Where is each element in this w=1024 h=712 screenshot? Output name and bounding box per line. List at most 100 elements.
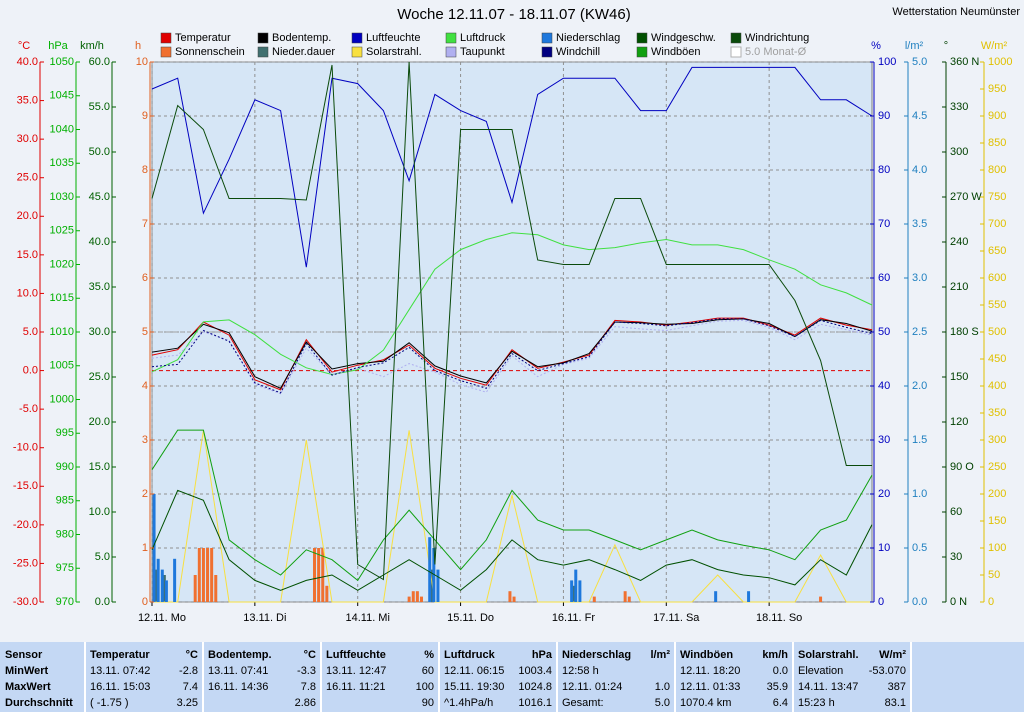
bar — [572, 585, 576, 602]
row-label: Durchschnitt — [5, 697, 73, 709]
cell-value: 1.0 — [655, 681, 670, 693]
y-tick-label: 1010 — [50, 326, 74, 338]
legend-label: Windchill — [556, 46, 600, 58]
axis-unit: W/m² — [981, 40, 1008, 52]
y-tick-label: -30.0 — [13, 596, 38, 608]
cell-time: 15:23 h — [798, 697, 835, 709]
cell-value: 1016.1 — [518, 697, 552, 709]
y-tick-label: 30.0 — [89, 326, 110, 338]
cell-time: 12.11. 01:33 — [680, 681, 740, 693]
cell-time: ( -1.75 ) — [90, 697, 129, 709]
y-tick-label: 650 — [988, 245, 1006, 257]
cell-value: 387 — [888, 681, 906, 693]
cell-value: -3.3 — [297, 665, 316, 677]
y-tick-label: 1020 — [50, 258, 74, 270]
y-tick-label: 1015 — [50, 292, 74, 304]
legend-swatch — [351, 32, 363, 44]
y-tick-label: 20.0 — [17, 210, 38, 222]
y-tick-label: 4.5 — [912, 110, 927, 122]
y-tick-label: 5 — [142, 326, 148, 338]
cell-time: 14.11. 13:47 — [798, 681, 858, 693]
y-tick-label: 1005 — [50, 360, 74, 372]
bar — [321, 548, 325, 602]
cell-time: 13.11. 12:47 — [326, 665, 386, 677]
y-tick-label: 25.0 — [89, 371, 110, 383]
y-tick-label: 2.0 — [912, 380, 927, 392]
y-tick-label: 10 — [136, 56, 148, 68]
cell-value: 7.4 — [183, 681, 198, 693]
bar — [325, 585, 329, 602]
cell-time: 13.11. 07:41 — [208, 665, 268, 677]
series-line — [151, 319, 873, 395]
y-tick-label: 15.0 — [17, 249, 38, 261]
bar — [407, 596, 411, 602]
x-tick-label: 13.11. Di — [243, 612, 286, 624]
legend-swatch — [257, 32, 269, 44]
legend-label: Bodentemp. — [272, 32, 331, 44]
y-tick-label: 30 — [878, 434, 890, 446]
y-tick-label: 100 — [878, 56, 896, 68]
series-line — [151, 66, 873, 268]
y-tick-label: 1025 — [50, 225, 74, 237]
y-tick-label: 950 — [988, 83, 1006, 95]
cell-time: 16.11. 14:36 — [208, 681, 268, 693]
y-tick-label: 4 — [142, 380, 148, 392]
x-tick-label: 14.11. Mi — [345, 612, 389, 624]
bar — [411, 591, 415, 602]
y-tick-label: 850 — [988, 137, 1006, 149]
x-tick-label: 18.11. So — [756, 612, 802, 624]
y-tick-label: 30.0 — [17, 133, 38, 145]
bar — [415, 591, 419, 602]
bar — [193, 575, 197, 602]
y-tick-label: 15.0 — [89, 461, 110, 473]
bar — [570, 580, 574, 602]
y-tick-label: 1.0 — [912, 488, 927, 500]
legend-swatch — [257, 46, 269, 58]
cell-value: 83.1 — [885, 697, 906, 709]
y-tick-label: 800 — [988, 164, 1006, 176]
cell-time: ^1.4hPa/h — [444, 697, 493, 709]
bar — [508, 591, 512, 602]
bar — [197, 548, 201, 602]
legend-swatch — [730, 46, 742, 58]
y-tick-label: 450 — [988, 353, 1006, 365]
y-tick-label: 20.0 — [89, 416, 110, 428]
legend-label: Windrichtung — [745, 32, 809, 44]
y-tick-label: 70 — [878, 218, 890, 230]
bar — [436, 569, 440, 602]
legend-swatch — [445, 32, 457, 44]
y-tick-label: 0.5 — [912, 542, 927, 554]
bar — [152, 494, 156, 602]
y-tick-label: 180 S — [950, 326, 979, 338]
legend-swatch — [636, 32, 648, 44]
y-tick-label: -10.0 — [13, 442, 38, 454]
y-tick-label: 1050 — [50, 56, 74, 68]
y-tick-label: 5.0 — [95, 551, 110, 563]
axis-unit: °C — [18, 40, 30, 52]
y-tick-label: 35.0 — [17, 94, 38, 106]
y-tick-label: 350 — [988, 407, 1006, 419]
bar — [160, 569, 164, 602]
y-tick-label: 55.0 — [89, 101, 110, 113]
row-label: MaxWert — [5, 681, 51, 693]
y-tick-label: 0 — [988, 596, 994, 608]
legend-swatch — [541, 46, 553, 58]
y-tick-label: 30 — [950, 551, 962, 563]
y-tick-label: 1035 — [50, 157, 74, 169]
cell-time: 12.11. 06:15 — [444, 665, 504, 677]
y-tick-label: 90 — [878, 110, 890, 122]
bar — [574, 569, 578, 602]
y-tick-label: 20 — [878, 488, 890, 500]
cell-value: -2.8 — [179, 665, 198, 677]
y-tick-label: 970 — [56, 596, 74, 608]
y-tick-label: 210 — [950, 281, 968, 293]
cell-time: 13.11. 07:42 — [90, 665, 150, 677]
bar — [627, 596, 631, 602]
column-header: Niederschlag — [562, 649, 631, 661]
y-tick-label: 3 — [142, 434, 148, 446]
x-tick-label: 12.11. Mo — [138, 612, 186, 624]
bar — [592, 596, 596, 602]
legend-label: Windböen — [651, 46, 701, 58]
column-header: Luftdruck — [444, 649, 496, 661]
